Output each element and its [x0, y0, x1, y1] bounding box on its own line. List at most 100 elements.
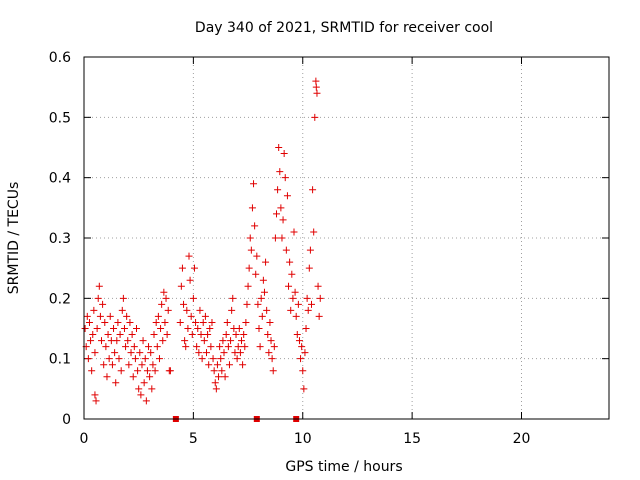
data-point — [96, 312, 104, 320]
data-point — [232, 331, 240, 339]
data-point — [205, 361, 213, 369]
data-point — [309, 186, 317, 194]
y-tick-label: 0.1 — [49, 352, 71, 368]
plot-frame — [83, 56, 610, 420]
data-point — [260, 288, 268, 296]
data-point — [246, 234, 254, 242]
data-point — [255, 325, 263, 332]
data-point — [196, 306, 204, 314]
data-point — [152, 318, 160, 326]
x-tick-label: 15 — [403, 431, 421, 447]
data-point — [146, 373, 154, 381]
data-point — [252, 270, 260, 278]
data-point — [312, 83, 320, 91]
data-point — [313, 89, 321, 97]
y-tick-label: 0.4 — [49, 171, 71, 187]
data-point — [160, 288, 168, 296]
data-point — [300, 385, 308, 393]
data-point — [303, 294, 311, 302]
data-point — [123, 312, 131, 320]
data-point — [147, 349, 155, 357]
data-point — [213, 361, 221, 369]
data-point — [295, 337, 303, 345]
data-point — [207, 343, 215, 351]
data-point — [153, 343, 161, 351]
data-point — [298, 343, 306, 351]
data-point — [195, 349, 203, 357]
data-point — [164, 306, 172, 314]
data-point — [177, 282, 185, 290]
data-point — [216, 343, 224, 351]
data-point — [89, 331, 97, 339]
data-point — [149, 361, 157, 369]
x-tick-label: 20 — [513, 431, 531, 447]
data-point — [108, 361, 116, 369]
data-point — [244, 282, 252, 290]
data-point — [294, 300, 302, 308]
data-point — [94, 294, 102, 302]
data-point — [217, 355, 225, 363]
data-point — [302, 325, 310, 332]
data-point — [200, 337, 208, 345]
data-point — [208, 318, 216, 326]
data-point — [90, 306, 98, 314]
data-point — [102, 343, 110, 351]
data-point — [142, 397, 150, 405]
data-point — [220, 349, 228, 357]
data-point — [188, 331, 196, 339]
data-point — [254, 300, 262, 308]
data-point — [197, 331, 205, 339]
data-point — [234, 343, 242, 351]
data-point — [111, 349, 119, 357]
data-point — [270, 343, 278, 351]
data-point — [117, 367, 125, 375]
data-point — [209, 355, 217, 363]
data-point — [281, 174, 289, 182]
data-point — [271, 234, 279, 242]
data-point — [103, 373, 111, 381]
chart-title: Day 340 of 2021, SRMTID for receiver coo… — [195, 20, 493, 36]
data-point — [263, 306, 271, 314]
data-point — [119, 294, 127, 302]
data-point — [140, 379, 148, 387]
data-point — [122, 343, 130, 351]
data-point — [159, 337, 167, 345]
y-tick-label: 0.6 — [49, 50, 71, 66]
data-point — [85, 318, 93, 326]
data-point — [113, 337, 121, 345]
data-point — [308, 300, 315, 308]
data-point — [112, 379, 120, 387]
data-point — [198, 355, 206, 363]
data-point — [185, 252, 193, 260]
data-point — [314, 282, 322, 290]
data-point — [176, 318, 184, 326]
data-point — [250, 180, 258, 188]
data-point — [184, 325, 192, 332]
data-point — [241, 343, 249, 351]
data-point — [105, 355, 113, 363]
data-point — [81, 325, 89, 332]
data-point — [210, 367, 218, 375]
data-point — [233, 355, 241, 363]
data-point — [247, 246, 255, 254]
data-point — [264, 331, 272, 339]
data-point — [101, 318, 109, 326]
x-tick-label: 10 — [294, 431, 312, 447]
data-point — [92, 397, 100, 405]
data-point — [229, 294, 237, 302]
data-point — [312, 77, 320, 85]
data-point — [239, 361, 247, 369]
data-point — [316, 294, 324, 302]
data-point — [84, 355, 92, 363]
x-axis-label: GPS time / hours — [285, 459, 402, 475]
data-point — [130, 343, 138, 351]
data-point — [139, 337, 147, 345]
data-points — [81, 77, 324, 405]
data-point — [293, 331, 301, 339]
data-point — [189, 294, 197, 302]
data-point — [138, 361, 146, 369]
data-point — [106, 312, 114, 320]
data-point — [299, 367, 307, 375]
data-point — [129, 373, 137, 381]
